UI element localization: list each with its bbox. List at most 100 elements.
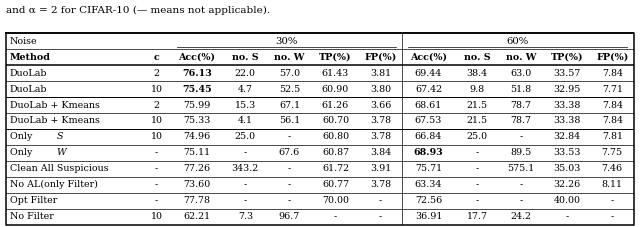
Text: 2: 2 [154, 69, 159, 78]
Text: 30%: 30% [275, 37, 298, 46]
Text: 4.1: 4.1 [238, 116, 253, 126]
Text: 3.84: 3.84 [370, 148, 391, 157]
Text: -: - [476, 148, 479, 157]
Text: 60.77: 60.77 [322, 180, 349, 189]
Text: 10: 10 [150, 132, 163, 141]
Text: -: - [288, 132, 291, 141]
Text: 10: 10 [150, 84, 163, 94]
Text: -: - [520, 180, 523, 189]
Text: 67.53: 67.53 [415, 116, 442, 126]
Text: 40.00: 40.00 [554, 196, 580, 205]
Text: 2: 2 [154, 101, 159, 109]
Text: 57.0: 57.0 [279, 69, 300, 78]
Text: -: - [155, 164, 158, 173]
Text: 3.91: 3.91 [370, 164, 391, 173]
Text: 10: 10 [150, 212, 163, 221]
Text: No Filter: No Filter [10, 212, 53, 221]
Text: 9.8: 9.8 [469, 84, 484, 94]
Text: 24.2: 24.2 [511, 212, 532, 221]
Text: no. S: no. S [232, 53, 259, 62]
Text: 61.72: 61.72 [322, 164, 349, 173]
Text: 60%: 60% [507, 37, 529, 46]
Text: -: - [611, 196, 614, 205]
Text: 7.84: 7.84 [602, 101, 623, 109]
Text: 67.6: 67.6 [279, 148, 300, 157]
Text: -: - [520, 132, 523, 141]
Text: 32.95: 32.95 [554, 84, 580, 94]
Text: c: c [154, 53, 159, 62]
Text: 61.43: 61.43 [322, 69, 349, 78]
Text: 3.78: 3.78 [370, 132, 391, 141]
Text: 38.4: 38.4 [467, 69, 488, 78]
Text: -: - [379, 212, 382, 221]
Text: 75.45: 75.45 [182, 84, 212, 94]
Text: -: - [334, 212, 337, 221]
Text: 89.5: 89.5 [511, 148, 532, 157]
Text: 7.81: 7.81 [602, 132, 623, 141]
Text: 575.1: 575.1 [508, 164, 535, 173]
Text: S: S [56, 132, 63, 141]
Text: 77.78: 77.78 [183, 196, 211, 205]
Text: 67.1: 67.1 [279, 101, 300, 109]
Text: 7.84: 7.84 [602, 116, 623, 126]
Text: -: - [379, 196, 382, 205]
Text: 21.5: 21.5 [467, 101, 488, 109]
Text: 36.91: 36.91 [415, 212, 442, 221]
Text: DuoLab + Kmeans: DuoLab + Kmeans [10, 101, 99, 109]
Text: -: - [476, 164, 479, 173]
Text: Only: Only [10, 148, 35, 157]
Text: 60.80: 60.80 [322, 132, 349, 141]
Text: 62.21: 62.21 [183, 212, 211, 221]
Text: 17.7: 17.7 [467, 212, 488, 221]
Text: 3.78: 3.78 [370, 116, 391, 126]
Text: 75.99: 75.99 [183, 101, 211, 109]
Text: 15.3: 15.3 [235, 101, 256, 109]
Text: Method: Method [10, 53, 51, 62]
Text: no. W: no. W [506, 53, 536, 62]
Text: 3.78: 3.78 [370, 180, 391, 189]
Text: 3.66: 3.66 [370, 101, 391, 109]
Text: 3.81: 3.81 [370, 69, 391, 78]
Text: W: W [56, 148, 67, 157]
Text: no. S: no. S [463, 53, 490, 62]
Text: -: - [244, 180, 247, 189]
Text: 7.3: 7.3 [238, 212, 253, 221]
Text: 22.0: 22.0 [235, 69, 256, 78]
Text: 51.8: 51.8 [511, 84, 532, 94]
Text: 68.93: 68.93 [413, 148, 444, 157]
Text: TP(%): TP(%) [319, 53, 352, 62]
Text: DuoLab: DuoLab [10, 84, 47, 94]
Text: 4.7: 4.7 [238, 84, 253, 94]
Text: No AL(only Filter): No AL(only Filter) [10, 180, 97, 189]
Text: 25.0: 25.0 [467, 132, 488, 141]
Text: 76.13: 76.13 [182, 69, 212, 78]
Text: -: - [476, 180, 479, 189]
Text: 77.26: 77.26 [183, 164, 211, 173]
Text: Noise: Noise [10, 37, 37, 46]
Text: DuoLab: DuoLab [10, 69, 47, 78]
Text: 73.60: 73.60 [183, 180, 211, 189]
Text: 72.56: 72.56 [415, 196, 442, 205]
Text: FP(%): FP(%) [365, 53, 397, 62]
Text: and α = 2 for CIFAR-10 (— means not applicable).: and α = 2 for CIFAR-10 (— means not appl… [6, 6, 271, 15]
Text: 25.0: 25.0 [235, 132, 256, 141]
Text: 7.84: 7.84 [602, 69, 623, 78]
Text: 52.5: 52.5 [279, 84, 300, 94]
Text: 61.26: 61.26 [322, 101, 349, 109]
Text: FP(%): FP(%) [596, 53, 628, 62]
Text: 8.11: 8.11 [602, 180, 623, 189]
Text: 60.90: 60.90 [322, 84, 349, 94]
Text: 60.87: 60.87 [322, 148, 349, 157]
Text: 63.34: 63.34 [415, 180, 442, 189]
Text: -: - [244, 148, 247, 157]
Text: -: - [155, 148, 158, 157]
Text: 68.61: 68.61 [415, 101, 442, 109]
Text: -: - [520, 196, 523, 205]
Text: -: - [155, 196, 158, 205]
Text: 67.42: 67.42 [415, 84, 442, 94]
Text: 69.44: 69.44 [415, 69, 442, 78]
Text: 33.57: 33.57 [554, 69, 580, 78]
Text: 21.5: 21.5 [467, 116, 488, 126]
Text: -: - [288, 164, 291, 173]
Text: 63.0: 63.0 [511, 69, 532, 78]
